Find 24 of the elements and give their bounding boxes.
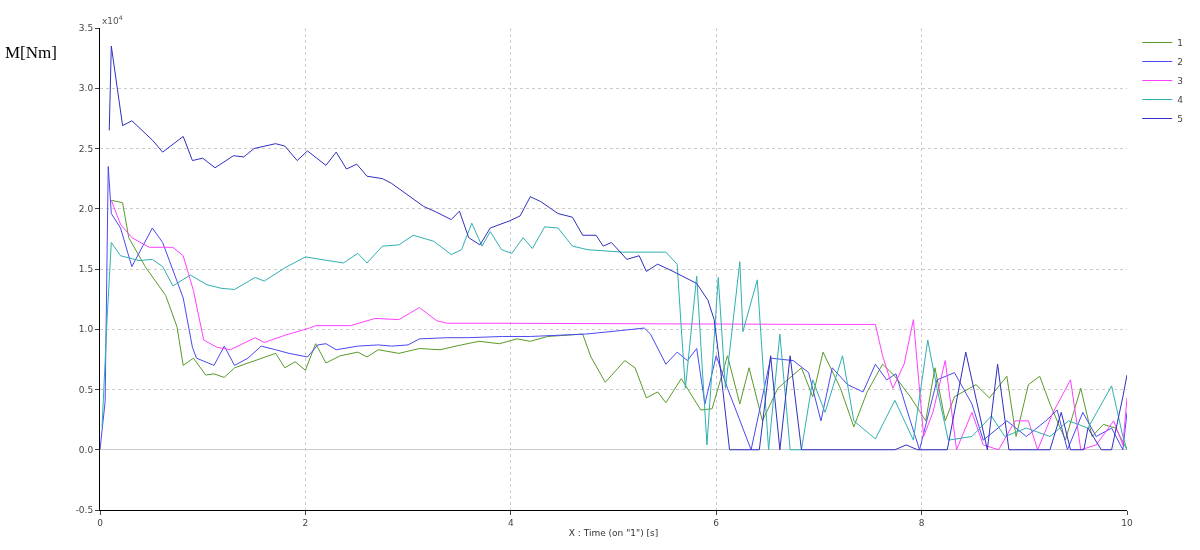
y-axis-title: M[Nm] [5, 43, 57, 62]
line-series [108, 45, 1127, 451]
x-tick-label: 2 [302, 517, 309, 528]
y-tick-label: 0.0 [78, 444, 94, 455]
x-tick-label: 10 [1121, 517, 1133, 528]
x-axis-title: X : Time (on "1") [s] [568, 527, 659, 538]
y-tick-label: 2.0 [78, 203, 94, 214]
y-tick-label: 3.0 [78, 83, 94, 94]
legend-label: 1 [1177, 38, 1183, 49]
legend-label: 4 [1177, 95, 1184, 106]
x-tick-label: 8 [918, 517, 925, 528]
y-tick-label: 0.5 [78, 384, 94, 395]
x-tick-label: 6 [713, 517, 720, 528]
y-tick-label: 3.5 [78, 23, 94, 34]
legend-label: 2 [1177, 57, 1183, 68]
x-tick-label: 4 [507, 517, 514, 528]
legend-label: 3 [1177, 76, 1183, 87]
y-tick-label: 1.0 [78, 324, 94, 335]
x-tick-label: 0 [97, 517, 104, 528]
y-tick-label: -0.5 [75, 505, 94, 516]
legend-label: 5 [1177, 114, 1183, 125]
text: x10$^{4}$ [102, 14, 123, 26]
y-tick-label: 1.5 [78, 264, 94, 275]
y-tick-label: 2.5 [78, 143, 94, 154]
